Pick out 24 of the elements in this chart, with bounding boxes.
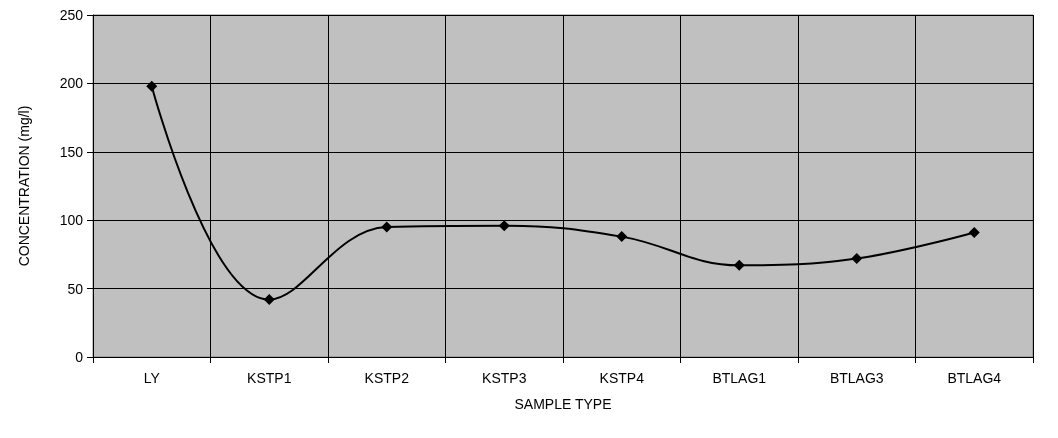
x-tick-label: BTLAG3 <box>829 370 884 386</box>
x-axis-title: SAMPLE TYPE <box>514 396 612 412</box>
y-tick-label: 100 <box>59 212 84 229</box>
x-tick-label: KSTP4 <box>599 370 645 386</box>
x-tick-label: KSTP1 <box>247 370 292 386</box>
point <box>851 253 863 264</box>
point <box>616 231 628 243</box>
point <box>733 259 745 271</box>
y-tick-label: 0 <box>75 349 84 365</box>
x-tick-label: BTLAG1 <box>712 370 767 386</box>
point <box>968 227 980 239</box>
x-tick-label: KSTP3 <box>482 370 527 386</box>
point <box>263 294 275 306</box>
x-tick-label: BTLAG4 <box>947 370 1002 386</box>
y-tick-label: 50 <box>67 280 84 297</box>
point <box>146 80 158 92</box>
y-tick-label: 200 <box>59 75 84 92</box>
y-tick-label: 250 <box>59 7 84 23</box>
point <box>498 220 510 232</box>
x-tick-label: LY <box>143 370 161 386</box>
y-tick-label: 150 <box>59 143 84 160</box>
y-axis-title: CONCENTRATION (mg/l) <box>16 105 32 267</box>
point <box>381 221 393 233</box>
x-tick-label: KSTP2 <box>364 370 410 386</box>
